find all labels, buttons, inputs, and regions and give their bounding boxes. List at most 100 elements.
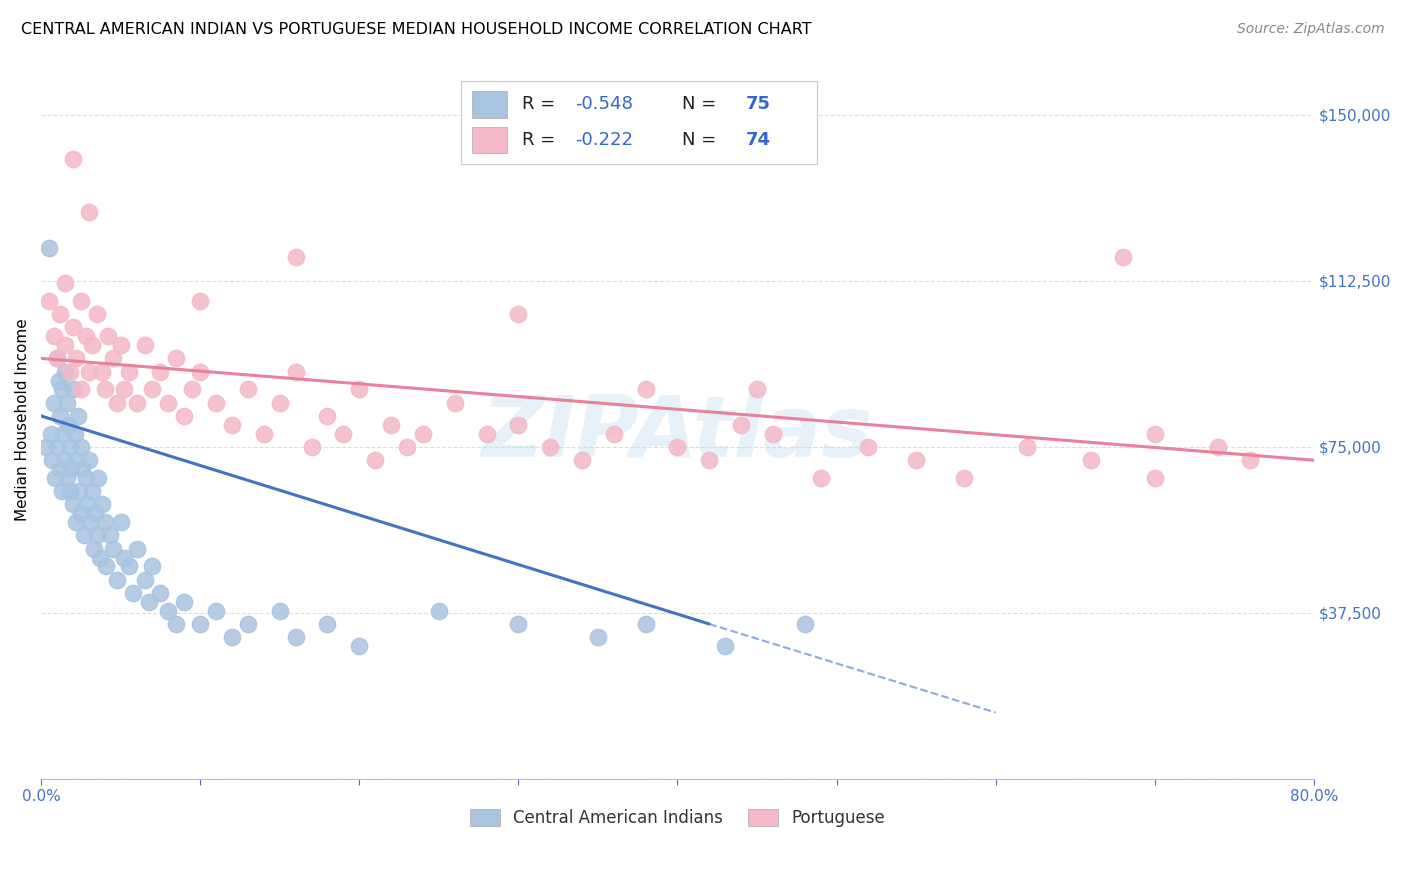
Point [253, 426, 276, 441]
Point [93, 515, 115, 529]
Text: CENTRAL AMERICAN INDIAN VS PORTUGUESE MEDIAN HOUSEHOLD INCOME CORRELATION CHART: CENTRAL AMERICAN INDIAN VS PORTUGUESE ME… [21, 22, 811, 37]
Point [110, 338, 132, 352]
Point [157, 395, 180, 409]
Point [70, 506, 93, 520]
Point [77, 453, 100, 467]
Point [77, 205, 100, 219]
Point [205, 604, 228, 618]
Point [53, 276, 76, 290]
Point [62, 383, 84, 397]
Point [73, 528, 96, 542]
Point [46, 351, 69, 366]
Point [46, 351, 69, 366]
Point [51, 383, 73, 397]
Point [188, 293, 211, 308]
Point [86, 307, 108, 321]
Point [380, 417, 402, 432]
Point [83, 541, 105, 556]
Point [332, 426, 354, 441]
Point [475, 426, 498, 441]
Point [1143, 426, 1166, 441]
Point [538, 440, 561, 454]
Point [56, 417, 79, 432]
Point [53, 338, 76, 352]
Point [508, 307, 530, 321]
Point [51, 484, 73, 499]
Point [730, 417, 752, 432]
Point [395, 440, 418, 454]
Point [55, 395, 77, 409]
Point [53, 365, 76, 379]
Point [205, 395, 228, 409]
Point [90, 365, 112, 379]
Point [349, 639, 371, 653]
Point [67, 484, 90, 499]
Point [810, 471, 832, 485]
Point [1017, 440, 1039, 454]
Point [165, 351, 187, 366]
Point [75, 329, 97, 343]
Point [571, 453, 593, 467]
Point [59, 365, 82, 379]
Point [141, 559, 163, 574]
Point [59, 440, 82, 454]
Point [112, 550, 135, 565]
Point [80, 338, 103, 352]
Point [101, 541, 124, 556]
Point [269, 395, 291, 409]
Point [165, 617, 187, 632]
Point [117, 365, 139, 379]
Point [793, 617, 815, 632]
Point [134, 338, 156, 352]
Point [188, 365, 211, 379]
Point [745, 383, 768, 397]
Point [508, 617, 530, 632]
Point [149, 586, 172, 600]
Point [284, 365, 307, 379]
Point [173, 409, 195, 423]
Point [586, 630, 609, 644]
Point [89, 550, 111, 565]
Point [101, 351, 124, 366]
Point [63, 426, 86, 441]
Point [905, 453, 928, 467]
Point [1143, 471, 1166, 485]
Point [1112, 250, 1135, 264]
Point [97, 329, 120, 343]
Point [98, 528, 121, 542]
Point [70, 440, 93, 454]
Point [77, 365, 100, 379]
Point [60, 462, 83, 476]
Point [122, 586, 145, 600]
Point [149, 365, 172, 379]
Point [110, 515, 132, 529]
Point [49, 307, 72, 321]
Point [141, 383, 163, 397]
Point [44, 471, 66, 485]
Point [62, 498, 84, 512]
Point [75, 471, 97, 485]
Point [316, 617, 339, 632]
Point [634, 383, 657, 397]
Point [72, 462, 94, 476]
Point [55, 471, 77, 485]
Point [41, 453, 63, 467]
Point [62, 152, 84, 166]
Point [138, 595, 160, 609]
Point [49, 409, 72, 423]
Point [59, 484, 82, 499]
Text: Source: ZipAtlas.com: Source: ZipAtlas.com [1237, 22, 1385, 37]
Point [134, 573, 156, 587]
Point [65, 351, 87, 366]
Point [46, 440, 69, 454]
Point [221, 417, 243, 432]
Point [443, 395, 465, 409]
Point [858, 440, 880, 454]
Point [80, 484, 103, 499]
Point [96, 559, 118, 574]
Point [87, 471, 110, 485]
Text: ZIPAtlas: ZIPAtlas [482, 392, 873, 475]
Point [125, 541, 148, 556]
Point [84, 506, 107, 520]
Point [157, 604, 180, 618]
